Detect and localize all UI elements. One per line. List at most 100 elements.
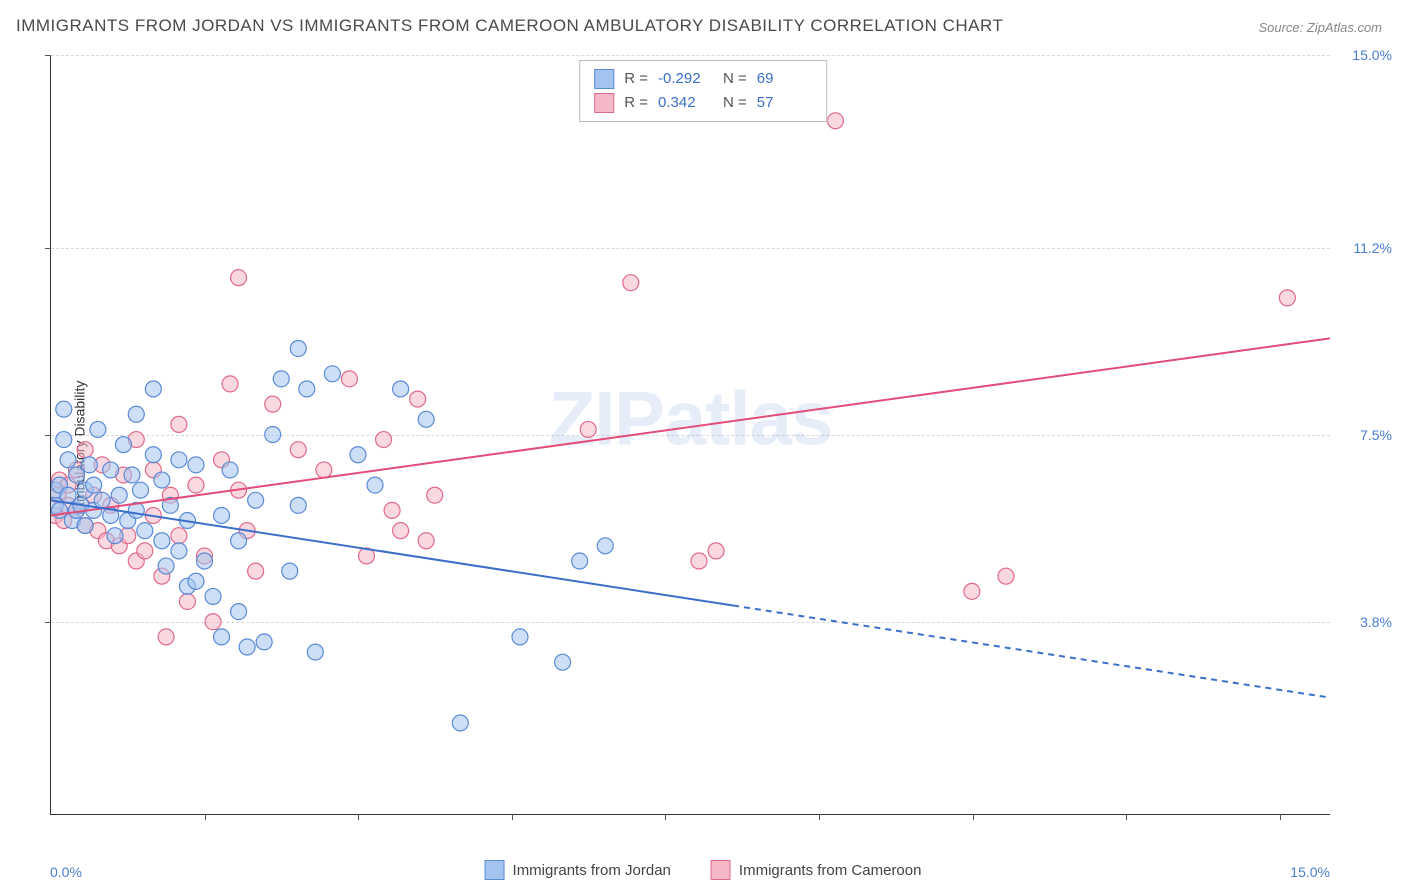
scatter-point (60, 452, 76, 468)
scatter-point (708, 543, 724, 559)
scatter-point (427, 487, 443, 503)
scatter-point (512, 629, 528, 645)
x-tick-mark (512, 814, 513, 820)
scatter-point (290, 497, 306, 513)
scatter-point (128, 406, 144, 422)
legend-swatch (594, 69, 614, 89)
x-axis-min-label: 0.0% (50, 864, 82, 880)
scatter-point (623, 275, 639, 291)
scatter-point (214, 629, 230, 645)
scatter-point (90, 421, 106, 437)
scatter-point (1279, 290, 1295, 306)
scatter-point (290, 442, 306, 458)
legend-series-item: Immigrants from Jordan (485, 860, 671, 880)
scatter-point (282, 563, 298, 579)
scatter-point (171, 528, 187, 544)
scatter-point (248, 492, 264, 508)
r-value: -0.292 (658, 67, 713, 91)
legend-correlation-row: R = 0.342 N = 57 (594, 91, 812, 115)
x-tick-mark (819, 814, 820, 820)
scatter-point (145, 447, 161, 463)
scatter-point (393, 381, 409, 397)
scatter-point (124, 467, 140, 483)
scatter-point (290, 340, 306, 356)
n-value: 57 (757, 91, 812, 115)
legend-series-label: Immigrants from Jordan (513, 862, 671, 879)
scatter-point (265, 396, 281, 412)
scatter-point (188, 573, 204, 589)
scatter-point (171, 416, 187, 432)
y-tick-label: 3.8% (1360, 614, 1392, 630)
scatter-point (56, 432, 72, 448)
scatter-point (103, 462, 119, 478)
scatter-point (133, 482, 149, 498)
series-legend: Immigrants from Jordan Immigrants from Ca… (485, 860, 922, 880)
scatter-point (137, 543, 153, 559)
scatter-point (205, 588, 221, 604)
plot-area: ZIPatlas (50, 55, 1330, 815)
scatter-point (171, 543, 187, 559)
scatter-point (452, 715, 468, 731)
n-value: 69 (757, 67, 812, 91)
x-tick-mark (665, 814, 666, 820)
chart-title: IMMIGRANTS FROM JORDAN VS IMMIGRANTS FRO… (16, 16, 1003, 36)
legend-swatch (711, 860, 731, 880)
scatter-point (418, 411, 434, 427)
scatter-point (350, 447, 366, 463)
scatter-point (239, 639, 255, 655)
source-attribution: Source: ZipAtlas.com (1258, 20, 1382, 35)
x-tick-mark (1280, 814, 1281, 820)
scatter-point (256, 634, 272, 650)
n-label: N = (723, 67, 747, 91)
r-label: R = (624, 91, 648, 115)
x-tick-mark (358, 814, 359, 820)
scatter-point (316, 462, 332, 478)
scatter-point (137, 523, 153, 539)
scatter-point (171, 452, 187, 468)
scatter-point (86, 477, 102, 493)
scatter-point (77, 518, 93, 534)
scatter-point (222, 462, 238, 478)
scatter-point (81, 457, 97, 473)
scatter-point (410, 391, 426, 407)
scatter-point (222, 376, 238, 392)
trendline-cameroon (51, 338, 1330, 515)
y-tick-label: 7.5% (1360, 427, 1392, 443)
scatter-point (964, 583, 980, 599)
scatter-point (555, 654, 571, 670)
scatter-point (307, 644, 323, 660)
scatter-point (231, 604, 247, 620)
scatter-point (691, 553, 707, 569)
scatter-point (94, 492, 110, 508)
scatter-point (214, 507, 230, 523)
scatter-point (273, 371, 289, 387)
scatter-point (179, 593, 195, 609)
y-tick-label: 15.0% (1352, 47, 1392, 63)
legend-series-item: Immigrants from Cameroon (711, 860, 922, 880)
scatter-point (376, 432, 392, 448)
x-axis-max-label: 15.0% (1290, 864, 1330, 880)
scatter-point (418, 533, 434, 549)
scatter-point (299, 381, 315, 397)
legend-swatch (485, 860, 505, 880)
scatter-point (158, 558, 174, 574)
scatter-point (248, 563, 264, 579)
scatter-point (998, 568, 1014, 584)
x-tick-mark (973, 814, 974, 820)
scatter-point (384, 502, 400, 518)
legend-series-label: Immigrants from Cameroon (739, 862, 922, 879)
n-label: N = (723, 91, 747, 115)
scatter-point (367, 477, 383, 493)
x-tick-mark (205, 814, 206, 820)
scatter-point (341, 371, 357, 387)
scatter-point (324, 366, 340, 382)
scatter-point (154, 472, 170, 488)
scatter-point (56, 401, 72, 417)
scatter-point (580, 421, 596, 437)
scatter-point (205, 614, 221, 630)
r-value: 0.342 (658, 91, 713, 115)
r-label: R = (624, 67, 648, 91)
scatter-point (597, 538, 613, 554)
scatter-point (393, 523, 409, 539)
legend-correlation-row: R = -0.292 N = 69 (594, 67, 812, 91)
